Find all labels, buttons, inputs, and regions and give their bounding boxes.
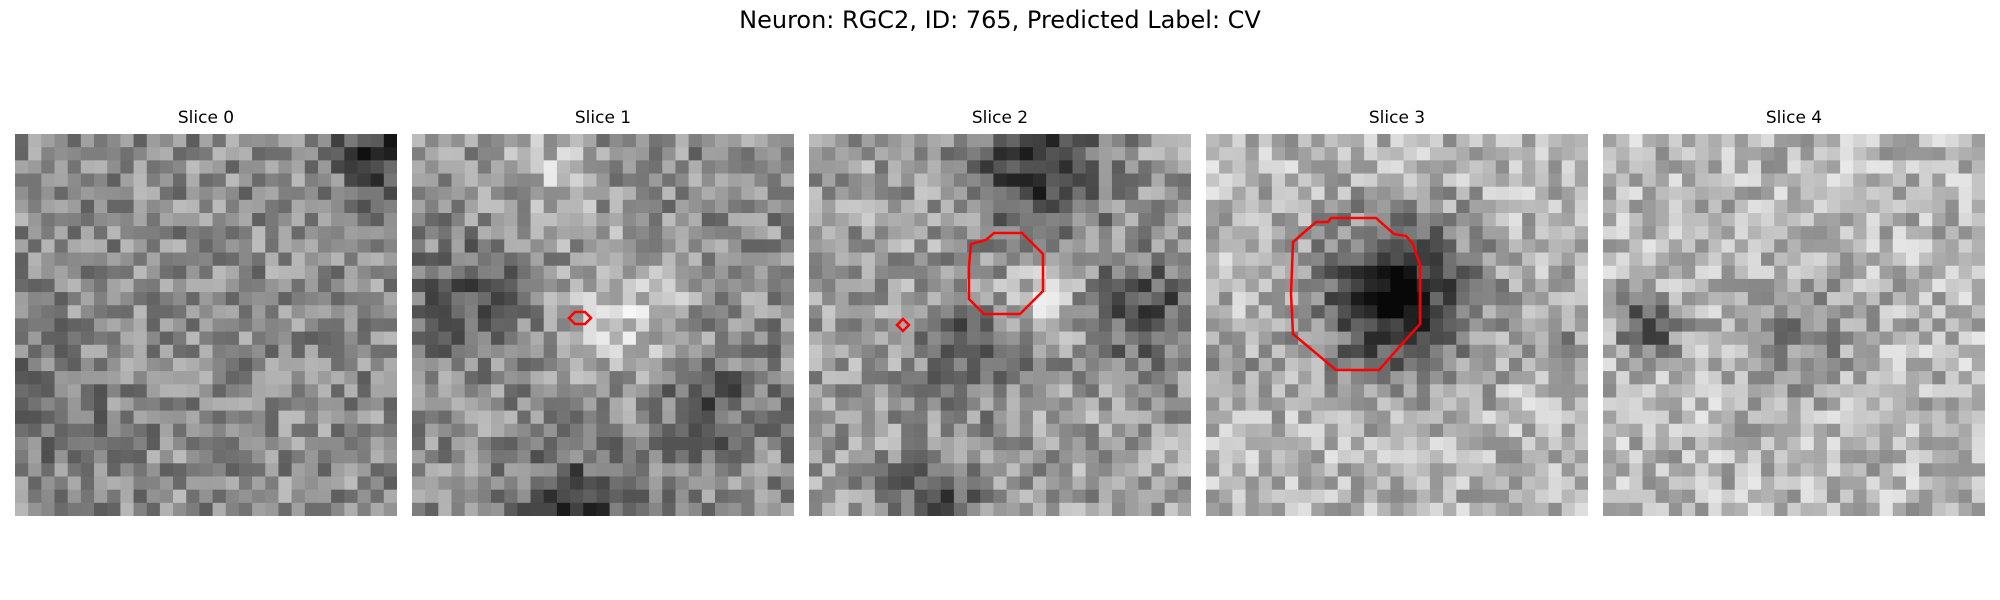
panel-title: Slice 2 [971,108,1029,128]
panel-title: Slice 0 [177,108,235,128]
slice-image [1206,134,1588,516]
figure-title: Neuron: RGC2, ID: 765, Predicted Label: … [739,6,1261,34]
slice-image [1603,134,1985,516]
roi-contour [567,310,593,326]
slice-image [412,134,794,516]
panel-title: Slice 4 [1765,108,1823,128]
roi-contour [967,231,1045,316]
slice-image [809,134,1191,516]
panel-title: Slice 3 [1368,108,1426,128]
slice-image [15,134,397,516]
panel-title: Slice 1 [574,108,632,128]
roi-contour [895,317,911,333]
roi-contour [1289,216,1422,372]
